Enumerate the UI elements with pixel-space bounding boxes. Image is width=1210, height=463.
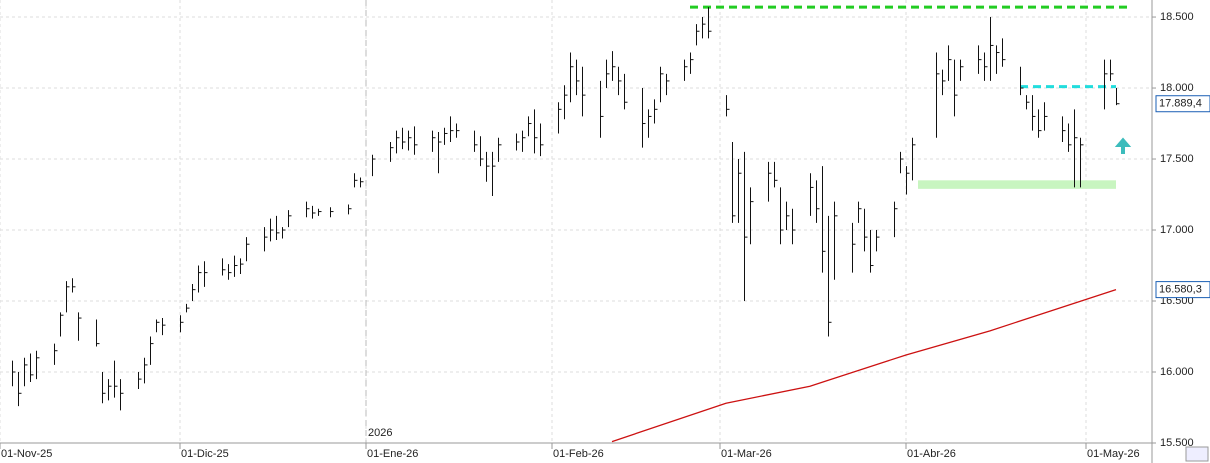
y-axis-panel bbox=[1152, 0, 1210, 463]
y-tick-label: 15.500 bbox=[1160, 437, 1194, 449]
y-tick-label: 17.000 bbox=[1160, 224, 1194, 236]
up-arrow bbox=[1114, 137, 1132, 154]
scroll-button[interactable] bbox=[1185, 446, 1209, 462]
x-tick-label: 01-Nov-25 bbox=[1, 448, 52, 460]
y-tick-label: 18.500 bbox=[1160, 11, 1194, 23]
year-label: 2026 bbox=[368, 427, 392, 439]
x-tick-label: 01-Feb-26 bbox=[553, 448, 604, 460]
support-zone bbox=[918, 180, 1116, 189]
price-label: 16.580,3 bbox=[1159, 284, 1202, 296]
x-tick-label: 01-Abr-26 bbox=[907, 448, 956, 460]
moving-average bbox=[611, 288, 1117, 443]
price-label-box bbox=[1155, 95, 1210, 113]
y-tick-label: 18.000 bbox=[1160, 82, 1194, 94]
x-tick-label: 01-Dic-25 bbox=[181, 448, 229, 460]
plot-area bbox=[0, 0, 1152, 443]
y-tick-label: 16.000 bbox=[1160, 366, 1194, 378]
price-label-box bbox=[1155, 281, 1210, 299]
y-tick-label: 17.500 bbox=[1160, 153, 1194, 165]
x-tick-label: 01-May-26 bbox=[1087, 448, 1140, 460]
price-label: 17.889,4 bbox=[1159, 98, 1202, 110]
x-tick-label: 01-Mar-26 bbox=[721, 448, 772, 460]
x-tick-label: 01-Ene-26 bbox=[367, 448, 418, 460]
